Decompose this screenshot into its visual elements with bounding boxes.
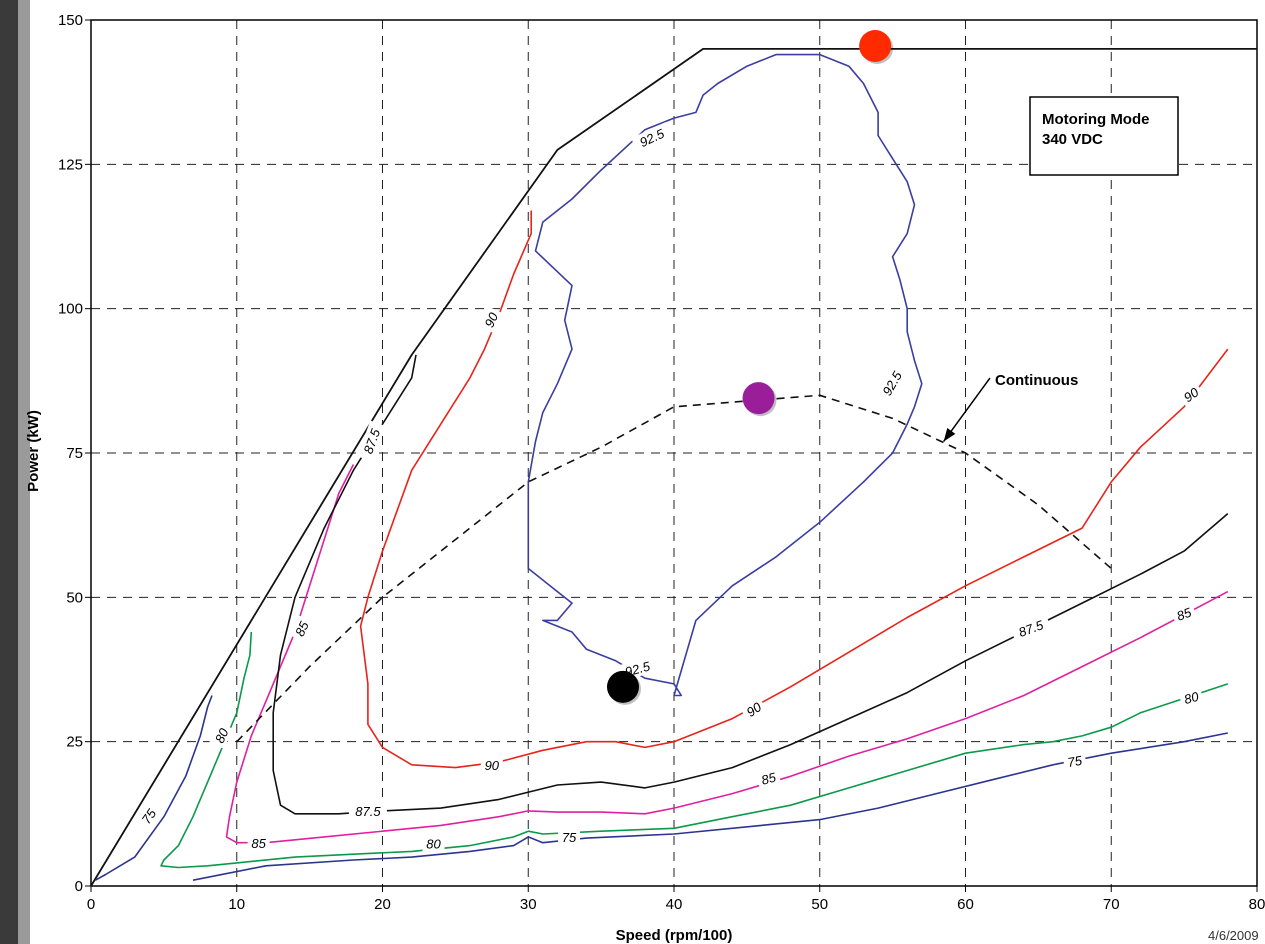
contour-label-bg (1170, 602, 1197, 625)
series-line-87-5 (272, 354, 1229, 815)
y-tick-label: 75 (66, 445, 83, 462)
continuous-arrow-head (943, 428, 956, 442)
contour-label-75: 75 (1062, 751, 1087, 771)
axes: 0 10 20 30 40 50 60 70 80 0 25 50 75 100 125 150 (58, 12, 1265, 913)
series-line-continuous (236, 394, 1112, 743)
contour-label-90: 90 (1177, 381, 1205, 408)
contour-label-87-5: 87.5 (348, 803, 387, 820)
x-tick-label: 20 (374, 896, 391, 913)
contour-label-text: 80 (212, 725, 232, 745)
contour-label-text: 85 (292, 618, 312, 638)
marker-red (859, 29, 892, 62)
contour-label-bg (357, 420, 386, 462)
contour-label-bg (875, 362, 909, 404)
contour-label-85: 85 (289, 615, 314, 643)
contour-label-75: 75 (135, 802, 162, 830)
continuous-label: Continuous (995, 372, 1078, 389)
y-tick-label: 125 (58, 156, 83, 173)
legend-line-2: 340 VDC (1042, 131, 1103, 148)
legend-line-1: Motoring Mode (1042, 111, 1149, 128)
contour-label-bg (1178, 686, 1204, 708)
contour-label-bg (209, 722, 234, 749)
date-stamp: 4/6/2009 (1208, 928, 1259, 943)
contour-label-bg (755, 767, 782, 789)
y-tick-label: 100 (58, 301, 83, 318)
legend-box: Motoring Mode 340 VDC (1029, 96, 1179, 176)
contour-label-bg (1062, 751, 1087, 771)
contour-label-bg (135, 802, 162, 830)
series-line-75 (95, 695, 1228, 881)
contour-label-bg (739, 696, 768, 722)
left-margin-strip (18, 0, 30, 944)
contour-label-85: 85 (247, 834, 270, 851)
contour-label-text: 85 (760, 769, 779, 787)
contour-label-text: 90 (485, 758, 500, 773)
y-tick-label: 25 (66, 734, 83, 751)
x-tick-label: 30 (520, 896, 537, 913)
contour-label-bg (479, 306, 503, 334)
x-tick-label: 0 (87, 896, 95, 913)
x-tick-label: 50 (811, 896, 828, 913)
marker-black (606, 670, 639, 703)
y-tick-label: 0 (75, 878, 83, 895)
contour-label-text: 90 (482, 310, 502, 330)
contour-label-90: 90 (739, 696, 768, 722)
contour-label-bg (348, 803, 387, 820)
contour-label-90: 90 (479, 306, 503, 334)
contour-label-bg (1177, 381, 1205, 408)
contour-label-bg (1010, 614, 1052, 643)
contour-label-85: 85 (755, 767, 782, 789)
x-tick-label: 70 (1103, 896, 1120, 913)
series-lines (90, 48, 1257, 887)
continuous-arrow (943, 377, 991, 442)
y-tick-label: 150 (58, 12, 83, 29)
marker-purple (742, 382, 775, 415)
contour-label-90: 90 (480, 756, 503, 773)
y-axis-label: Power (kW) (25, 410, 42, 492)
contour-label-bg (422, 835, 445, 852)
x-tick-label: 40 (666, 896, 683, 913)
contour-label-bg (558, 829, 581, 846)
contour-label-text: 85 (1175, 604, 1194, 623)
series-line-90 (359, 210, 1229, 769)
continuous-annotation: Continuous (943, 372, 1078, 442)
contour-label-bg (247, 834, 270, 851)
contour-label-75: 75 (558, 829, 581, 846)
contour-label-bg (289, 615, 314, 643)
markers (606, 29, 894, 705)
legend-border (1029, 96, 1179, 176)
contour-label-80: 80 (422, 835, 445, 852)
x-axis-label: Speed (rpm/100) (616, 927, 733, 944)
contour-label-text: 80 (426, 836, 441, 851)
x-tick-label: 10 (228, 896, 245, 913)
x-tick-label: 80 (1249, 896, 1265, 913)
contour-label-80: 80 (1178, 686, 1204, 708)
contour-label-text: 80 (1182, 689, 1201, 707)
y-tick-label: 50 (66, 589, 83, 606)
contour-label-text: 75 (1066, 753, 1084, 770)
series-line-80 (160, 631, 1229, 869)
series-line-92-5 (527, 53, 923, 697)
contour-label-text: 87.5 (355, 804, 381, 819)
contour-label-text: 85 (251, 836, 266, 851)
contour-label-text: 75 (562, 830, 577, 845)
contour-label-bg (631, 122, 673, 153)
x-tick-label: 60 (957, 896, 974, 913)
contour-label-85: 85 (1170, 602, 1197, 625)
contour-label-80: 80 (209, 722, 234, 749)
contour-label-bg (480, 756, 503, 773)
